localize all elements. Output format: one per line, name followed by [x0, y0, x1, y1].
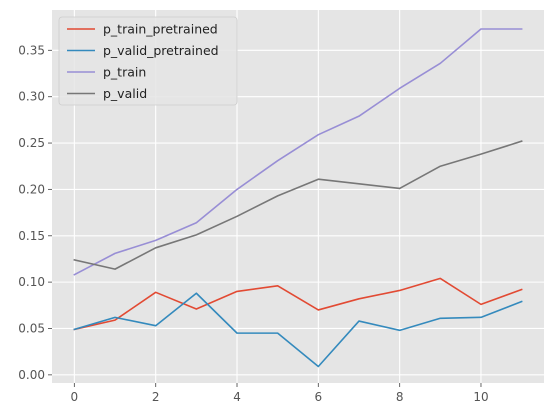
- series-line-p-valid-pretrained: [73, 292, 523, 368]
- y-tick-label: 0.25: [18, 136, 45, 150]
- legend-label: p_valid_pretrained: [103, 43, 219, 58]
- series-line-p-train: [73, 28, 523, 276]
- y-tick-label: 0.35: [18, 43, 45, 57]
- y-tick-label: 0.20: [18, 182, 45, 196]
- y-tick-label: 0.10: [18, 275, 45, 289]
- y-tick-label: 0.00: [18, 368, 45, 382]
- x-axis-ticks: 0 2 4 6 8 10: [71, 383, 489, 404]
- x-tick-label: 8: [396, 390, 404, 404]
- y-tick-label: 0.15: [18, 229, 45, 243]
- x-tick-label: 2: [152, 390, 160, 404]
- series-lines: [73, 28, 523, 368]
- y-tick-label: 0.05: [18, 321, 45, 335]
- legend-label: p_train_pretrained: [103, 22, 218, 37]
- series-line-p-train-pretrained: [73, 277, 523, 331]
- x-tick-label: 4: [233, 390, 241, 404]
- legend-box: [58, 16, 238, 106]
- legend-label: p_valid: [103, 86, 147, 101]
- x-tick-label: 0: [71, 390, 79, 404]
- legend: p_train_pretrained p_valid_pretrained p_tr…: [58, 16, 238, 106]
- series-line-p-valid: [73, 140, 523, 270]
- y-tick-label: 0.30: [18, 90, 45, 104]
- x-tick-label: 10: [473, 390, 488, 404]
- x-tick-label: 6: [315, 390, 323, 404]
- legend-label: p_train: [103, 65, 146, 80]
- y-axis-ticks: 0.00 0.05 0.10 0.15 0.20 0.25 0.30 0.35: [18, 43, 52, 382]
